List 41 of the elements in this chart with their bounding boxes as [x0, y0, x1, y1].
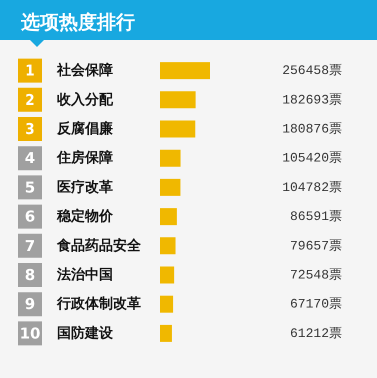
y-tick-label: 住房保障 — [56, 149, 113, 166]
text: 9 — [24, 295, 36, 314]
data-label: 67170票 — [290, 296, 342, 312]
y-tick-label: 行政体制改革 — [56, 296, 141, 312]
y-tick-label: 反腐倡廉 — [56, 120, 113, 137]
text: 8 — [24, 266, 36, 284]
data-label: 256458票 — [282, 63, 342, 78]
bar — [160, 120, 196, 138]
data-label: 79657票 — [290, 238, 342, 254]
text: 1 — [25, 62, 35, 80]
y-tick-label: 国防建设 — [57, 324, 114, 342]
text: 2 — [25, 90, 35, 109]
data-label: 61212票 — [290, 326, 342, 341]
text: 10 — [20, 324, 40, 342]
y-tick-label: 食品药品安全 — [56, 236, 142, 254]
text: 7 — [24, 236, 36, 255]
text: 3 — [25, 120, 35, 138]
text: 5 — [24, 178, 36, 196]
bar — [160, 62, 210, 80]
bar — [160, 178, 180, 196]
data-label: 104782票 — [282, 180, 342, 195]
bar — [160, 324, 172, 342]
y-tick-label: 社会保障 — [56, 62, 113, 79]
data-label: 72548票 — [290, 268, 342, 282]
bar — [160, 150, 181, 167]
bar — [160, 266, 174, 284]
data-label: 182693票 — [282, 92, 342, 108]
y-tick-label: 稳定物价 — [56, 208, 114, 225]
data-label: 86591票 — [290, 209, 342, 224]
data-label: 180876票 — [282, 122, 342, 136]
bar — [160, 237, 176, 254]
text: 4 — [24, 149, 36, 168]
bar — [160, 296, 174, 313]
y-tick-label: 医疗改革 — [57, 178, 113, 196]
bar — [160, 91, 196, 108]
bar — [160, 208, 177, 226]
text: 6 — [24, 208, 36, 226]
y-tick-label: 法治中国 — [56, 267, 113, 283]
y-tick-label: 收入分配 — [57, 92, 114, 108]
chart-title: 选项热度排行 — [20, 12, 135, 34]
data-label: 105420票 — [282, 150, 342, 166]
